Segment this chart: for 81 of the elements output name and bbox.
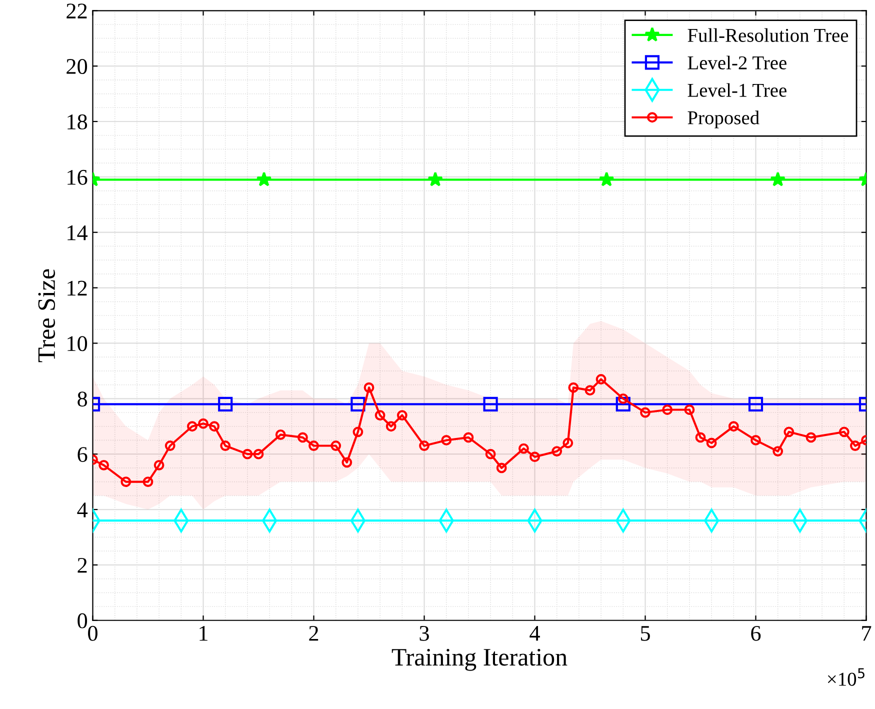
point <box>770 172 786 186</box>
point <box>396 410 408 420</box>
point <box>662 404 673 415</box>
legend-label: Level-2 Tree <box>688 56 786 70</box>
point <box>706 438 717 448</box>
y-tick-label: 20 <box>66 59 88 74</box>
point <box>596 374 606 384</box>
point <box>209 421 220 432</box>
y-tick-label: 0 <box>78 613 88 628</box>
x-axis-title: Training Iteration <box>392 648 568 671</box>
y-tick-label: 10 <box>68 336 88 352</box>
point <box>352 426 364 438</box>
point <box>256 172 272 186</box>
x-tick-label: 6 <box>751 626 761 641</box>
y-tick-label: 6 <box>78 447 88 462</box>
point <box>342 457 352 468</box>
point <box>562 438 574 448</box>
point <box>374 410 386 420</box>
point <box>142 476 154 488</box>
point <box>518 443 529 454</box>
point <box>850 440 860 451</box>
point <box>616 396 630 412</box>
point <box>496 462 507 474</box>
x-tick-label: 7 <box>862 626 872 641</box>
x-tick-label: 0 <box>88 626 98 641</box>
point <box>598 172 614 186</box>
point <box>218 396 233 412</box>
legend-label: Level-1 Tree <box>688 83 786 97</box>
point <box>695 432 706 443</box>
point <box>242 448 253 460</box>
point <box>772 446 784 457</box>
point <box>728 421 739 432</box>
x-tick-label: 2 <box>309 626 318 641</box>
point <box>806 432 816 443</box>
y-axis-title: Tree Size <box>38 269 56 362</box>
x-tick-label: 1 <box>200 626 208 641</box>
point <box>198 418 208 429</box>
point <box>297 432 308 443</box>
point <box>441 435 452 446</box>
point <box>275 429 286 440</box>
point <box>120 476 132 488</box>
y-tick-label: 16 <box>68 170 88 185</box>
point <box>364 382 374 393</box>
point <box>748 396 764 412</box>
point <box>750 435 761 446</box>
point <box>485 448 496 460</box>
legend-label: Proposed <box>688 110 760 128</box>
point <box>838 426 850 438</box>
y-tick-label: 12 <box>68 280 87 296</box>
point <box>186 421 198 432</box>
point <box>386 421 396 432</box>
point <box>552 446 562 457</box>
point <box>98 460 110 470</box>
x-tick-label: 5 <box>640 626 650 641</box>
point <box>584 385 596 396</box>
point <box>483 396 498 412</box>
y-tick-label: 8 <box>78 392 88 407</box>
point <box>640 407 650 418</box>
y-tick-label: 14 <box>68 225 88 240</box>
point <box>428 172 443 186</box>
x-tick-label: 4 <box>530 626 540 641</box>
point <box>419 440 430 451</box>
point <box>784 426 794 438</box>
point <box>253 448 264 460</box>
point <box>463 432 474 443</box>
legend-label: Full-Resolution Tree <box>688 28 848 42</box>
x-tick-label: 3 <box>420 626 429 641</box>
point <box>568 382 579 393</box>
point <box>530 452 540 462</box>
y-tick-label: 4 <box>77 502 88 518</box>
text: ×10$^{5}$ <box>828 668 864 686</box>
point <box>154 460 164 470</box>
y-tick-label: 22 <box>66 4 87 18</box>
point <box>350 396 366 412</box>
y-tick-label: 2 <box>78 558 87 573</box>
y-tick-label: 18 <box>68 114 88 130</box>
point <box>220 440 231 451</box>
point <box>164 440 176 451</box>
point <box>330 440 342 451</box>
point <box>308 440 319 451</box>
point <box>684 404 695 415</box>
